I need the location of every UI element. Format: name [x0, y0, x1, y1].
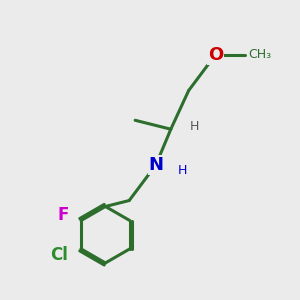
- Text: N: N: [148, 156, 164, 174]
- Text: Cl: Cl: [50, 246, 68, 264]
- Text: CH₃: CH₃: [248, 48, 271, 62]
- Text: H: H: [178, 164, 188, 177]
- Text: O: O: [208, 46, 223, 64]
- Text: F: F: [57, 206, 69, 224]
- Text: H: H: [190, 120, 199, 133]
